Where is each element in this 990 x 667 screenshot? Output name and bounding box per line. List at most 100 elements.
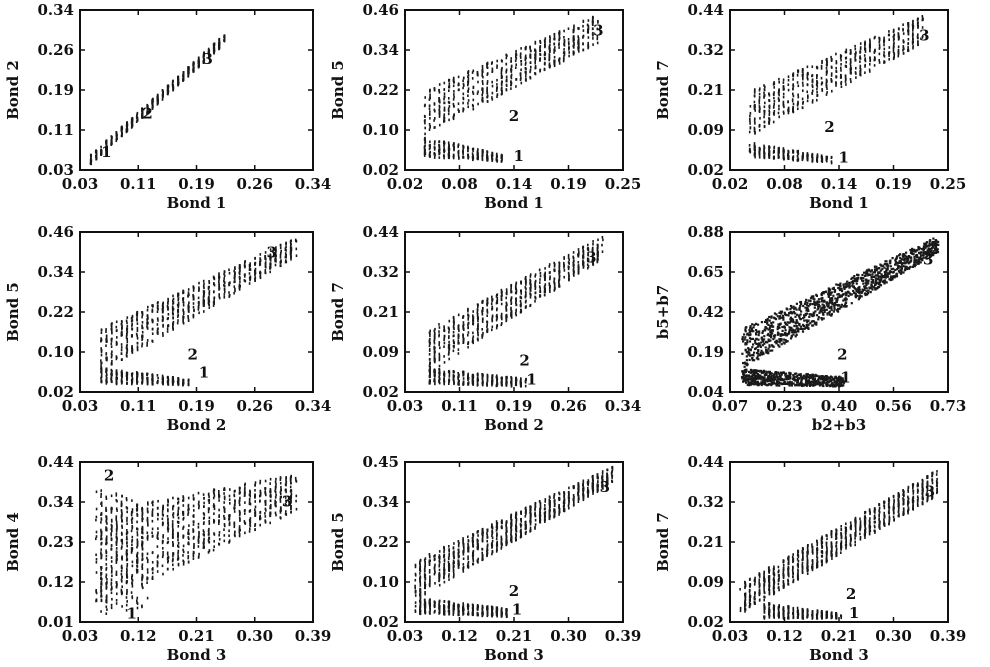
region-label: 3 [203, 50, 213, 68]
data-point [429, 125, 431, 128]
data-point [519, 72, 522, 75]
data-point [864, 42, 866, 45]
data-point [110, 141, 113, 144]
data-point [763, 88, 766, 91]
data-point [864, 50, 867, 53]
data-point [907, 24, 909, 28]
data-point [572, 264, 575, 267]
data-point [433, 345, 435, 349]
data-point [105, 344, 107, 347]
data-point [188, 301, 190, 304]
data-point [125, 319, 128, 323]
data-point [120, 343, 123, 346]
data-point [749, 117, 751, 121]
data-point [515, 287, 517, 291]
data-point [491, 159, 493, 162]
data-point [172, 294, 174, 298]
data-point [807, 95, 809, 99]
data-point [582, 48, 584, 52]
data-point [830, 55, 832, 59]
data-point [429, 361, 431, 365]
data-point [496, 317, 498, 320]
data-point [95, 156, 98, 159]
data-point [582, 34, 585, 38]
data-point [481, 333, 484, 337]
data-point [433, 148, 436, 151]
data-point [467, 318, 469, 321]
data-point [121, 324, 123, 327]
data-point [481, 71, 484, 75]
data-point [515, 78, 517, 81]
data-point [131, 345, 133, 348]
data-point [520, 77, 522, 80]
data-point [472, 377, 474, 380]
data-point [448, 335, 450, 338]
data-point [448, 146, 450, 149]
data-point [136, 381, 138, 385]
y-tick-label: 0.11 [37, 121, 74, 139]
data-point [510, 306, 512, 310]
data-point [758, 96, 761, 99]
data-point [106, 380, 108, 384]
data-point [187, 293, 190, 297]
data-point [439, 100, 441, 104]
data-point [167, 297, 169, 301]
data-point [462, 341, 465, 344]
y-tick-label: 0.32 [687, 41, 724, 59]
data-point [767, 328, 770, 331]
data-point [520, 63, 523, 66]
data-point [783, 87, 785, 91]
data-point [510, 57, 512, 60]
data-point [936, 251, 940, 254]
data-point [197, 305, 200, 308]
data-point [284, 255, 287, 259]
data-point [131, 123, 134, 127]
data-point [788, 326, 791, 329]
data-point [443, 109, 446, 112]
data-point [510, 384, 513, 387]
data-point [448, 375, 451, 378]
data-point [213, 282, 215, 285]
data-point [125, 346, 128, 350]
data-point [563, 275, 565, 279]
data-point [116, 336, 118, 339]
data-point [182, 383, 184, 387]
data-point [223, 38, 226, 41]
data-point [187, 295, 189, 298]
data-point [539, 281, 541, 284]
data-point [472, 337, 474, 341]
data-point [121, 327, 123, 331]
data-point [505, 56, 508, 60]
data-point [141, 107, 143, 111]
data-point [95, 157, 97, 161]
data-point [765, 349, 768, 352]
data-point [198, 311, 200, 315]
data-point [859, 71, 862, 74]
data-point [424, 137, 426, 140]
data-point [515, 55, 517, 59]
data-point [510, 75, 512, 78]
data-point [912, 40, 914, 44]
data-point [105, 367, 108, 371]
data-point [467, 99, 470, 102]
data-point [110, 355, 113, 359]
data-point [248, 266, 251, 269]
data-point [500, 59, 503, 62]
data-point [917, 17, 919, 21]
data-point [505, 296, 507, 300]
data-point [433, 142, 436, 146]
data-point [110, 339, 113, 343]
data-point [524, 290, 527, 294]
data-point [782, 102, 785, 105]
data-point [202, 296, 205, 299]
data-point [762, 351, 765, 354]
data-point [510, 64, 513, 68]
data-point [177, 319, 179, 322]
data-point [753, 94, 756, 98]
data-point [582, 24, 584, 28]
y-tick-label: 0.02 [362, 383, 399, 401]
data-point [448, 82, 451, 85]
data-point [578, 46, 580, 49]
data-point [438, 343, 440, 347]
data-point [486, 300, 489, 303]
